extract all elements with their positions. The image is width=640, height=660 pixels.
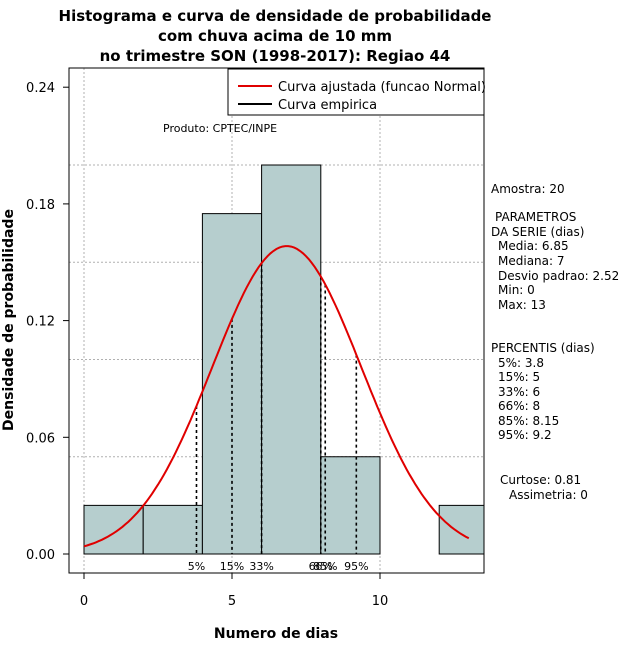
- stat-desvio: Desvio padrao: 2.52: [498, 269, 619, 283]
- chart-title-line-3: no trimestre SON (1998-2017): Regiao 44: [100, 47, 451, 65]
- stat-assimetria: Assimetria: 0: [509, 488, 588, 502]
- y-axis-title: Densidade de probabilidade: [1, 209, 17, 431]
- y-axis-tick-label: 0.00: [26, 548, 55, 563]
- stat-params-title-1: PARAMETROS: [495, 210, 576, 224]
- histogram-bar: [142, 504, 203, 555]
- stat-p33: 33%: 6: [498, 385, 540, 399]
- normal-fit-curve: [83, 245, 470, 548]
- stat-max: Max: 13: [498, 298, 546, 312]
- y-axis-tick-label: 0.06: [26, 431, 55, 446]
- y-axis-tick-label: 0.18: [26, 198, 55, 213]
- legend: Curva ajustada (funcao Normal) Curva emp…: [227, 68, 486, 116]
- grid-layer: [69, 68, 484, 573]
- y-axis-tick-label: 0.12: [26, 315, 55, 330]
- stat-curtose: Curtose: 0.81: [500, 473, 581, 487]
- histogram-bar: [201, 213, 263, 555]
- chart-title-line-2: com chuva acima de 10 mm: [158, 27, 392, 45]
- stat-p95: 95%: 9.2: [498, 428, 552, 442]
- x-axis-tick-label: 5: [228, 594, 236, 609]
- stat-p5: 5%: 3.8: [498, 356, 544, 370]
- stat-amostra: Amostra: 20: [491, 182, 565, 196]
- axis-layer: 0 5 10 0.00 0.06 0.12 0.18 0.24: [26, 81, 388, 609]
- percentile-layer: 5% 15% 33% 66%85% 95%: [188, 263, 369, 573]
- chart-title-line-1: Histograma e curva de densidade de proba…: [59, 7, 492, 25]
- percentile-label: 85%: [313, 560, 337, 573]
- histogram-bar: [320, 456, 381, 555]
- curve-layer: [83, 245, 470, 548]
- credit-text: Produto: CPTEC/INPE: [163, 122, 277, 135]
- stat-min: Min: 0: [498, 283, 535, 297]
- x-axis-title: Numero de dias: [214, 626, 338, 642]
- legend-label-normal: Curva ajustada (funcao Normal): [278, 80, 486, 95]
- stat-p15: 15%: 5: [498, 370, 540, 384]
- x-axis-tick-label: 10: [372, 594, 389, 609]
- y-axis-tick-label: 0.24: [26, 81, 55, 96]
- stat-media: Media: 6.85: [498, 239, 569, 253]
- stat-percentis-title: PERCENTIS (dias): [491, 341, 595, 355]
- stat-p85: 85%: 8.15: [498, 414, 559, 428]
- histogram-bar: [261, 164, 322, 555]
- stats-panel: Amostra: 20 PARAMETROS DA SERIE (dias) M…: [491, 182, 619, 502]
- percentile-label: 15%: [220, 560, 244, 573]
- stat-p66: 66%: 8: [498, 399, 540, 413]
- percentile-label: 95%: [344, 560, 368, 573]
- bar-layer: [83, 164, 485, 555]
- x-axis-tick-label: 0: [80, 594, 88, 609]
- stat-mediana: Mediana: 7: [498, 254, 565, 268]
- percentile-label: 5%: [188, 560, 205, 573]
- histogram-bar: [438, 504, 485, 555]
- histogram-bar: [83, 504, 144, 555]
- legend-box: [227, 68, 485, 116]
- stat-params-title-2: DA SERIE (dias): [491, 225, 584, 239]
- percentile-label: 66%: [309, 560, 333, 573]
- legend-label-empirical: Curva empirica: [278, 98, 377, 113]
- percentile-label: 33%: [249, 560, 273, 573]
